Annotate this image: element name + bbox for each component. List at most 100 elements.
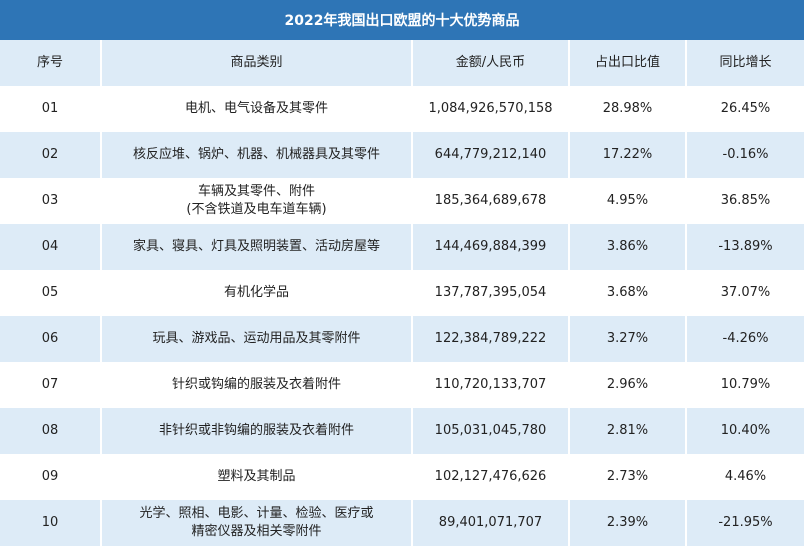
- cell-category: 电机、电气设备及其零件: [100, 86, 412, 132]
- cell-growth: -0.16%: [685, 132, 804, 178]
- cell-amount-text: 137,787,395,054: [434, 285, 547, 300]
- cell-no-text: 04: [41, 239, 59, 254]
- cell-no-text: 03: [41, 193, 59, 208]
- cell-category-text: 核反应堆、锅炉、机器、机械器具及其零件: [132, 147, 380, 162]
- cell-amount: 110,720,133,707: [411, 362, 569, 408]
- cell-no-text: 10: [41, 515, 59, 530]
- cell-share-text: 2.39%: [606, 515, 649, 530]
- cell-category-text: 针织或钩编的服装及衣着附件: [171, 377, 341, 392]
- cell-category-text: 塑料及其制品: [217, 469, 296, 484]
- cell-category: 塑料及其制品: [100, 454, 412, 500]
- cell-growth-text: 10.79%: [720, 377, 771, 392]
- cell-no-text: 02: [41, 147, 59, 162]
- cell-category-text: 车辆及其零件、附件: [197, 184, 315, 199]
- cell-amount: 102,127,476,626: [411, 454, 569, 500]
- cell-no-text: 01: [41, 101, 59, 116]
- cell-amount-text: 102,127,476,626: [434, 469, 547, 484]
- cell-amount-text: 105,031,045,780: [434, 423, 547, 438]
- cell-share: 2.96%: [568, 362, 686, 408]
- cell-no: 08: [0, 408, 101, 454]
- cell-share: 4.95%: [568, 178, 686, 224]
- cell-growth-text: 36.85%: [720, 193, 771, 208]
- cell-growth-text: 26.45%: [720, 101, 771, 116]
- cell-no: 09: [0, 454, 101, 500]
- header-no: 序号: [0, 40, 101, 86]
- cell-amount-text: 1,084,926,570,158: [428, 101, 553, 116]
- cell-category-text: 有机化学品: [223, 285, 289, 300]
- cell-no-text: 05: [41, 285, 59, 300]
- cell-amount: 122,384,789,222: [411, 316, 569, 362]
- cell-no: 10: [0, 500, 101, 546]
- cell-no: 04: [0, 224, 101, 270]
- cell-amount: 105,031,045,780: [411, 408, 569, 454]
- table-row: 03 车辆及其零件、附件 (不含铁道及电车道车辆) 185,364,689,678 4.…: [0, 178, 804, 224]
- cell-category: 玩具、游戏品、运动用品及其零附件: [100, 316, 412, 362]
- cell-share-text: 3.86%: [606, 239, 649, 254]
- header-growth: 同比增长: [685, 40, 804, 86]
- cell-category: 有机化学品: [100, 270, 412, 316]
- cell-growth-text: 37.07%: [720, 285, 771, 300]
- cell-category-line2: (不含铁道及电车道车辆): [186, 202, 327, 217]
- table-row: 02 核反应堆、锅炉、机器、机械器具及其零件 644,779,212,140 17.2…: [0, 132, 804, 178]
- table-row: 04 家具、寝具、灯具及照明装置、活动房屋等 144,469,884,399 3.86…: [0, 224, 804, 270]
- cell-no: 03: [0, 178, 101, 224]
- cell-share: 2.39%: [568, 500, 686, 546]
- cell-no: 07: [0, 362, 101, 408]
- table-title: 2022年我国出口欧盟的十大优势商品: [0, 0, 804, 40]
- cell-amount-text: 89,401,071,707: [438, 515, 543, 530]
- cell-category: 家具、寝具、灯具及照明装置、活动房屋等: [100, 224, 412, 270]
- cell-category-text: 电机、电气设备及其零件: [184, 101, 328, 116]
- cell-amount-text: 110,720,133,707: [434, 377, 547, 392]
- cell-growth-text: -4.26%: [722, 331, 769, 346]
- cell-growth: -13.89%: [685, 224, 804, 270]
- cell-amount-text: 185,364,689,678: [434, 193, 547, 208]
- cell-growth: 26.45%: [685, 86, 804, 132]
- cell-share: 2.81%: [568, 408, 686, 454]
- cell-share-text: 28.98%: [602, 101, 653, 116]
- cell-growth-text: 4.46%: [724, 469, 767, 484]
- cell-growth: -21.95%: [685, 500, 804, 546]
- cell-category: 光学、照相、电影、计量、检验、医疗或 精密仪器及相关零附件: [100, 500, 412, 546]
- cell-amount-text: 144,469,884,399: [434, 239, 547, 254]
- cell-amount-text: 644,779,212,140: [434, 147, 547, 162]
- header-category: 商品类别: [100, 40, 412, 86]
- header-share: 占出口比值: [568, 40, 686, 86]
- cell-no-text: 07: [41, 377, 59, 392]
- cell-share-text: 17.22%: [602, 147, 653, 162]
- cell-growth-text: -13.89%: [718, 239, 773, 254]
- cell-share: 28.98%: [568, 86, 686, 132]
- cell-share-text: 3.68%: [606, 285, 649, 300]
- cell-no-text: 08: [41, 423, 59, 438]
- cell-share: 3.86%: [568, 224, 686, 270]
- cell-growth-text: -0.16%: [722, 147, 769, 162]
- cell-category: 核反应堆、锅炉、机器、机械器具及其零件: [100, 132, 412, 178]
- cell-share: 2.73%: [568, 454, 686, 500]
- cell-amount: 89,401,071,707: [411, 500, 569, 546]
- cell-share-text: 3.27%: [606, 331, 649, 346]
- cell-share-text: 4.95%: [606, 193, 649, 208]
- cell-category-text: 非针织或非钩编的服装及衣着附件: [158, 423, 354, 438]
- cell-amount: 185,364,689,678: [411, 178, 569, 224]
- cell-category-text: 光学、照相、电影、计量、检验、医疗或: [139, 506, 374, 521]
- cell-share: 17.22%: [568, 132, 686, 178]
- cell-amount-text: 122,384,789,222: [434, 331, 547, 346]
- cell-growth: 36.85%: [685, 178, 804, 224]
- cell-category-line2: 精密仪器及相关零附件: [191, 524, 322, 539]
- cell-amount: 1,084,926,570,158: [411, 86, 569, 132]
- cell-no: 01: [0, 86, 101, 132]
- header-row: 序号 商品类别 金额/人民币 占出口比值 同比增长: [0, 40, 804, 86]
- cell-growth-text: 10.40%: [720, 423, 771, 438]
- cell-category-text: 家具、寝具、灯具及照明装置、活动房屋等: [132, 239, 380, 254]
- export-table: 序号 商品类别 金额/人民币 占出口比值 同比增长 01 电机、电气设备及其零件 1…: [0, 40, 804, 546]
- cell-amount: 644,779,212,140: [411, 132, 569, 178]
- cell-growth: 10.79%: [685, 362, 804, 408]
- cell-category: 非针织或非钩编的服装及衣着附件: [100, 408, 412, 454]
- table-row: 08 非针织或非钩编的服装及衣着附件 105,031,045,780 2.81% 10.…: [0, 408, 804, 454]
- table-row: 06 玩具、游戏品、运动用品及其零附件 122,384,789,222 3.27% -4…: [0, 316, 804, 362]
- cell-no: 02: [0, 132, 101, 178]
- cell-share-text: 2.96%: [606, 377, 649, 392]
- table-row: 10 光学、照相、电影、计量、检验、医疗或 精密仪器及相关零附件 89,401,071…: [0, 500, 804, 546]
- cell-category: 车辆及其零件、附件 (不含铁道及电车道车辆): [100, 178, 412, 224]
- cell-growth-text: -21.95%: [718, 515, 773, 530]
